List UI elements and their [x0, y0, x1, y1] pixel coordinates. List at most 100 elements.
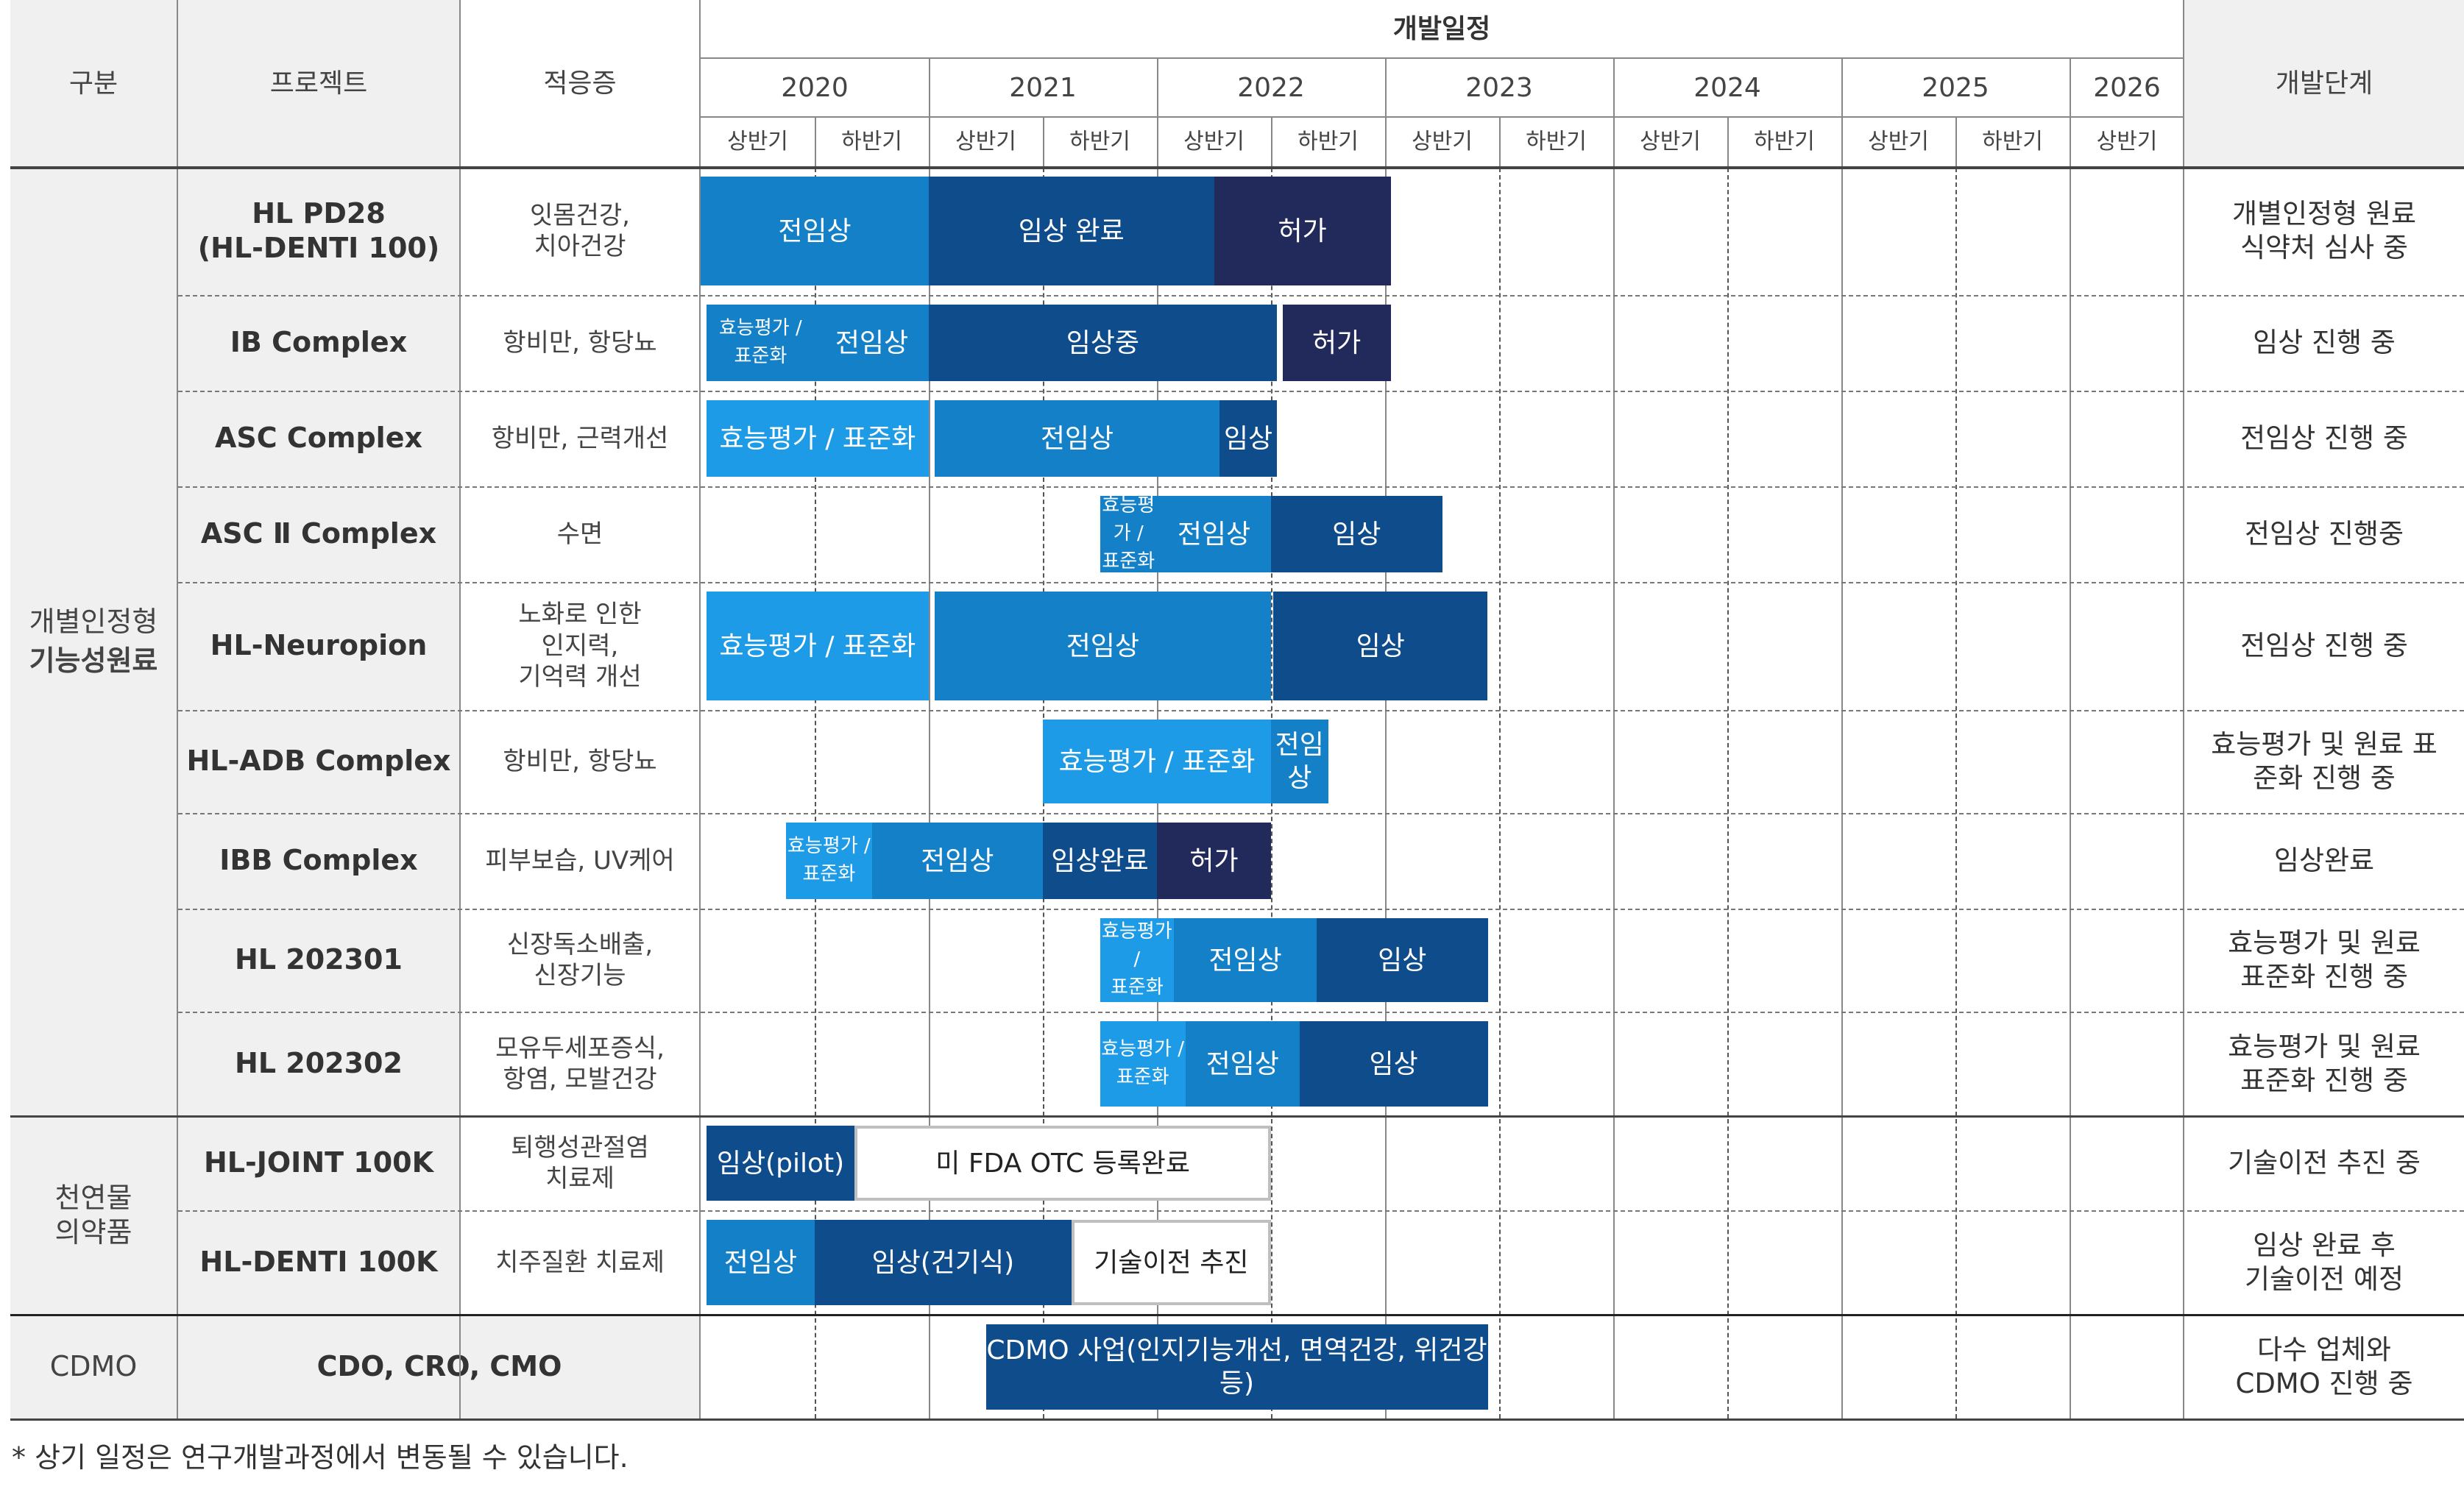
table-bottom-border — [10, 1418, 2464, 1421]
schedule-bar: 전임상 — [934, 400, 1220, 477]
category-cdmo: CDMO — [49, 1350, 138, 1383]
row-divider — [178, 813, 2464, 814]
project-name: ASC Ⅱ Complex — [200, 517, 437, 550]
half-label: 상반기 — [1412, 129, 1473, 155]
category-natural-medicine: 천연물 의약품 — [54, 1181, 132, 1249]
schedule-bar: 전임상 — [1271, 720, 1328, 803]
year-divider — [1385, 57, 1387, 116]
schedule-bar: 전임상 — [871, 823, 1043, 899]
indication: 항비만, 항당뇨 — [503, 327, 657, 358]
indication: 수면 — [556, 519, 603, 549]
half-divider — [1385, 168, 1387, 1418]
half-label: 상반기 — [1640, 129, 1701, 155]
year-2024: 2024 — [1693, 72, 1761, 103]
half-label: 하반기 — [1298, 129, 1359, 155]
project-name: ASC Complex — [215, 422, 422, 455]
row-divider — [178, 391, 2464, 392]
half-divider — [1157, 116, 1158, 168]
row-divider — [178, 1210, 2464, 1212]
development-stage: 임상 진행 중 — [2253, 326, 2396, 358]
development-stage: 전임상 진행중 — [2244, 517, 2404, 550]
project-name: HL 202301 — [235, 943, 403, 976]
half-label: 상반기 — [727, 129, 788, 155]
half-label: 상반기 — [1183, 129, 1245, 155]
column-divider — [2183, 0, 2184, 1418]
schedule-bar: 임상(pilot) — [706, 1126, 855, 1201]
year-divider — [1157, 57, 1158, 116]
project-column-bg — [178, 0, 459, 1418]
category-functional-line1: 개별인정형 — [29, 605, 158, 638]
half-divider — [1043, 116, 1044, 168]
schedule-bar: 미 FDA OTC 등록완료 — [854, 1126, 1271, 1201]
indication: 피부보습, UV케어 — [485, 845, 675, 876]
schedule-bar: 임상 — [1299, 1021, 1488, 1107]
indication: 모유두세포증식, 항염, 모발건강 — [495, 1033, 665, 1095]
project-name: HL-ADB Complex — [186, 745, 451, 778]
header-stage: 개발단계 — [2275, 68, 2373, 99]
half-label: 상반기 — [955, 129, 1016, 155]
schedule-bar: 전임상 — [706, 1220, 815, 1305]
half-divider — [1727, 116, 1729, 168]
development-stage: 다수 업체와 CDMO 진행 중 — [2235, 1333, 2413, 1399]
half-divider — [1613, 168, 1615, 1418]
schedule-bar: 효능평가 / 표준화 — [1100, 494, 1157, 572]
schedule-bar: 허가 — [1157, 823, 1271, 899]
indication: 치주질환 치료제 — [495, 1247, 665, 1277]
year-2022: 2022 — [1237, 72, 1305, 103]
year-2023: 2023 — [1465, 72, 1533, 103]
header-schedule: 개발일정 — [1392, 13, 1491, 44]
year-2020: 2020 — [781, 72, 849, 103]
half-divider — [2070, 116, 2071, 168]
header-bottom-border — [10, 166, 2464, 169]
project-name: HL-Neuropion — [210, 629, 428, 662]
project-name: CDO, CRO, CMO — [178, 1315, 701, 1418]
schedule-bar: 효능평가 / 표준화 — [1100, 1021, 1186, 1107]
half-divider — [1499, 116, 1501, 168]
category-column-bg — [10, 0, 177, 1418]
schedule-bar: 전임상 — [934, 592, 1271, 700]
indication: 신장독소배출, 신장기능 — [506, 929, 654, 991]
section-border — [10, 1314, 2464, 1316]
schedule-bar: 임상 — [1273, 592, 1488, 700]
development-stage: 효능평가 및 원료 표준화 진행 중 — [2228, 1030, 2421, 1096]
development-stage: 효능평가 및 원료 표 준화 진행 중 — [2211, 728, 2438, 794]
column-divider — [699, 0, 701, 1418]
row-divider — [178, 295, 2464, 296]
half-divider — [1727, 168, 1729, 1418]
year-divider — [1613, 57, 1615, 116]
header-divider — [699, 57, 2183, 59]
half-label: 하반기 — [1982, 129, 2043, 155]
schedule-bar: 효능평가 / 표준화 — [786, 823, 872, 899]
year-2026: 2026 — [2093, 72, 2161, 103]
indication: 항비만, 항당뇨 — [503, 746, 657, 776]
half-divider — [929, 116, 930, 168]
schedule-bar: 임상(건기식) — [815, 1220, 1072, 1305]
row-divider — [178, 582, 2464, 583]
half-divider — [1955, 168, 1957, 1418]
column-divider — [459, 0, 461, 1418]
year-divider — [929, 57, 930, 116]
schedule-bar: 임상 — [1317, 918, 1488, 1002]
development-stage: 개별인정형 원료 식약처 심사 중 — [2231, 197, 2417, 263]
schedule-bar: 효능평가 / 표준화 — [706, 400, 929, 477]
development-stage: 전임상 진행 중 — [2240, 422, 2408, 454]
half-label: 하반기 — [1754, 129, 1815, 155]
header-category: 구분 — [68, 68, 118, 99]
schedule-bar: 임상중 — [929, 305, 1277, 381]
development-stage: 전임상 진행 중 — [2240, 629, 2408, 661]
schedule-bar: 효능평가 / 표준화 — [706, 592, 929, 700]
schedule-bar: 효능평가 / 표준화 — [706, 305, 815, 381]
category-functional: 개별인정형 기능성원료 — [10, 168, 177, 1115]
half-divider — [815, 116, 816, 168]
project-name: IB Complex — [230, 326, 408, 359]
indication: 잇몸건강, 치아건강 — [530, 200, 630, 262]
half-divider — [1955, 116, 1957, 168]
indication: 퇴행성관절염 치료제 — [511, 1132, 649, 1194]
schedule-bar: 효능평가 / 표준화 — [1100, 918, 1175, 1002]
year-2025: 2025 — [1922, 72, 1989, 103]
schedule-bar: 효능평가 / 표준화 — [1043, 720, 1271, 803]
project-name: IBB Complex — [219, 844, 418, 877]
schedule-bar: 허가 — [1282, 305, 1391, 381]
half-divider — [1385, 116, 1387, 168]
